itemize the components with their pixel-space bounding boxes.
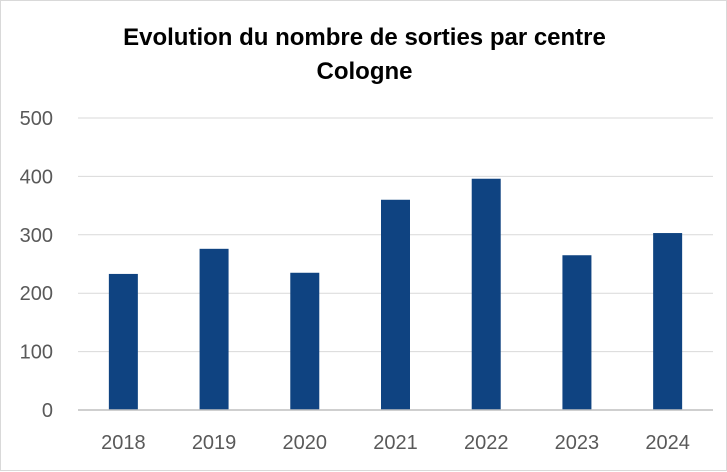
bar: [199, 248, 229, 410]
chart-title: Evolution du nombre de sorties par centr…: [1, 21, 727, 89]
x-tick-label: 2024: [645, 432, 690, 454]
y-tick-label: 400: [20, 166, 53, 188]
y-tick-label: 100: [20, 342, 53, 364]
x-tick-label: 2021: [373, 432, 418, 454]
y-tick-label: 300: [20, 225, 53, 247]
x-tick-label: 2018: [101, 432, 146, 454]
x-tick-label: 2020: [283, 432, 328, 454]
bar: [108, 273, 138, 410]
y-tick-label: 200: [20, 283, 53, 305]
x-tick-label: 2022: [464, 432, 509, 454]
bar: [381, 199, 410, 410]
bar: [290, 272, 320, 410]
chart-subtitle-line: Cologne: [316, 58, 413, 85]
x-tick-label: 2023: [555, 432, 600, 454]
x-tick-label: 2019: [192, 432, 237, 454]
y-tick-label: 0: [42, 400, 53, 422]
y-tick-label: 500: [20, 108, 53, 130]
chart-title-line: Evolution du nombre de sorties par centr…: [123, 24, 606, 51]
bar: [562, 255, 592, 410]
bar: [471, 178, 501, 410]
bar: [653, 233, 683, 410]
